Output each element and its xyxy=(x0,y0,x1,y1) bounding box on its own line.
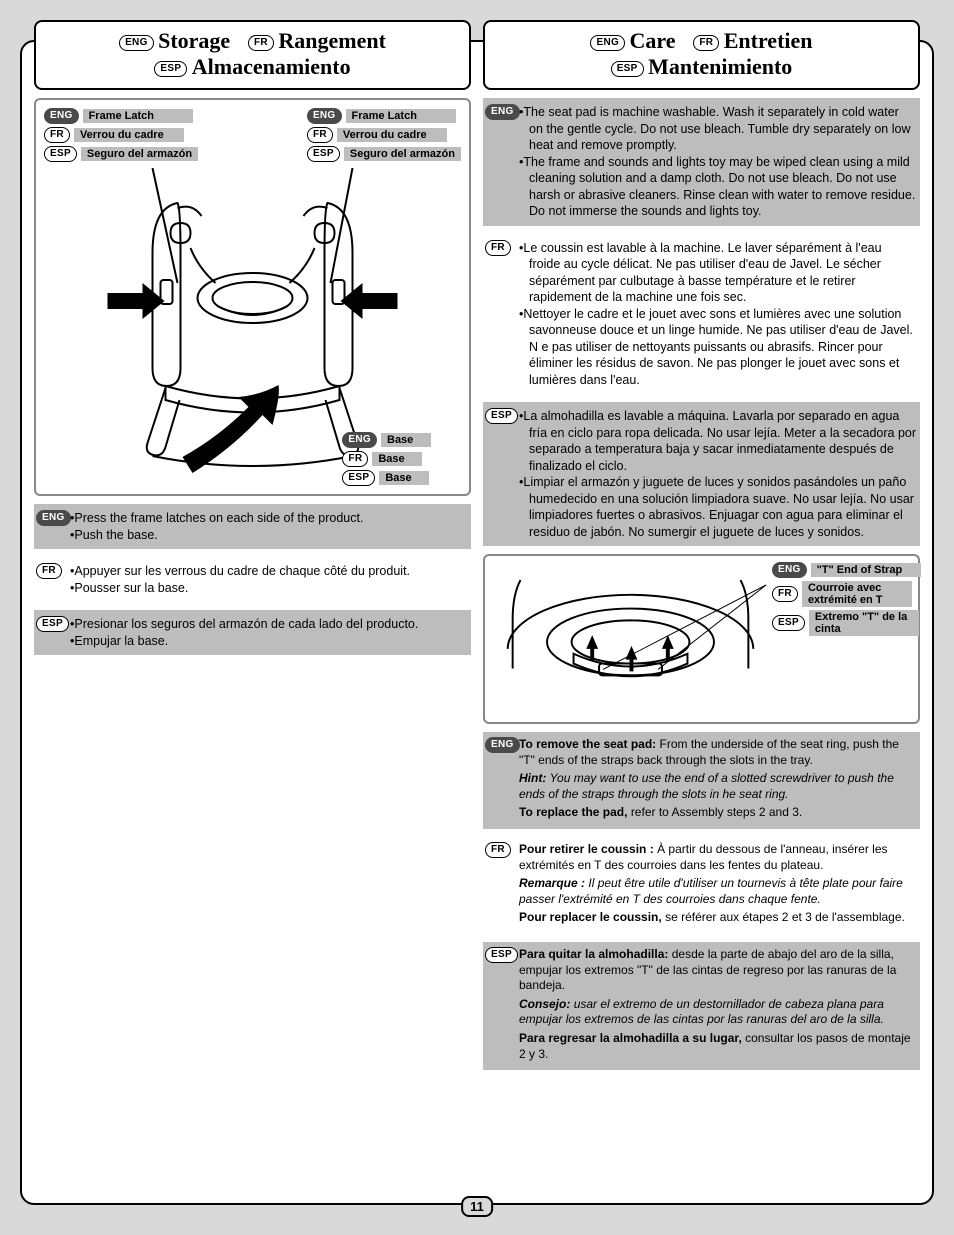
lang-pill-esp: ESP xyxy=(611,61,644,77)
care-text: The seat pad is machine washable. Wash i… xyxy=(519,104,916,154)
replace-lead: Para regresar la almohadilla a su lugar, xyxy=(519,1031,742,1045)
replace-lead: Pour replacer le coussin, xyxy=(519,910,662,924)
callout-label: Frame Latch xyxy=(83,109,193,123)
replace-body: refer to Assembly steps 2 and 3. xyxy=(631,805,802,819)
lang-pill-fr: FR xyxy=(485,842,511,858)
remove-pad-esp: ESP Para quitar la almohadilla: desde la… xyxy=(483,942,920,1070)
care-text: Le coussin est lavable à la machine. Le … xyxy=(519,240,916,306)
care-fr: FR Le coussin est lavable à la machine. … xyxy=(483,234,920,395)
remove-pad-eng: ENG To remove the seat pad: From the und… xyxy=(483,732,920,829)
lang-pill-esp: ESP xyxy=(772,615,805,631)
callout-label: Seguro del armazón xyxy=(81,147,198,161)
instr-text: Press the frame latches on each side of … xyxy=(70,510,363,527)
hint-label: Hint: xyxy=(519,771,546,785)
callout-label: Courroie avec extrémité en T xyxy=(802,581,912,607)
hint-label: Remarque : xyxy=(519,876,585,890)
page-frame: ENG Storage FR Rangement ESP Almacenamie… xyxy=(20,40,934,1205)
lang-pill-esp: ESP xyxy=(342,470,375,486)
seat-ring-underside-drawing xyxy=(493,564,768,714)
heading-esp: Mantenimiento xyxy=(648,54,792,79)
lang-pill-eng: ENG xyxy=(590,35,625,51)
heading-fr: Rangement xyxy=(278,28,386,53)
lang-pill-esp: ESP xyxy=(485,947,518,963)
replace-lead: To replace the pad, xyxy=(519,805,627,819)
storage-heading-box: ENG Storage FR Rangement ESP Almacenamie… xyxy=(34,20,471,90)
lang-pill-eng: ENG xyxy=(44,108,79,124)
care-text: Limpiar el armazón y juguete de luces y … xyxy=(519,474,916,540)
lang-pill-eng: ENG xyxy=(307,108,342,124)
lang-pill-eng: ENG xyxy=(36,510,71,526)
columns: ENG Storage FR Rangement ESP Almacenamie… xyxy=(34,54,920,1191)
instr-text: Presionar los seguros del armazón de cad… xyxy=(70,616,418,633)
callout-label: Seguro del armazón xyxy=(344,147,461,161)
lang-pill-eng: ENG xyxy=(485,737,520,753)
lang-pill-fr: FR xyxy=(36,563,62,579)
frame-latch-callout-left: ENG Frame Latch FR Verrou du cadre ESP Segu… xyxy=(44,108,198,162)
callout-label: Base xyxy=(379,471,429,485)
care-text: Nettoyer le cadre et le jouet avec sons … xyxy=(519,306,916,389)
t-end-illustration-box: ENG "T" End of Strap FRCourroie avec extr… xyxy=(483,554,920,724)
lang-pill-eng: ENG xyxy=(119,35,154,51)
lang-pill-fr: FR xyxy=(772,586,798,602)
instr-text: Empujar la base. xyxy=(70,633,418,650)
lead-text: Para quitar la almohadilla: xyxy=(519,947,668,961)
callout-label: "T" End of Strap xyxy=(811,563,921,577)
base-callout: ENG Base FR Base ESP Base xyxy=(44,432,461,486)
care-text: The frame and sounds and lights toy may … xyxy=(519,154,916,220)
hint-text: You may want to use the end of a slotted… xyxy=(519,771,894,801)
remove-pad-fr: FR Pour retirer le coussin : À partir du… xyxy=(483,837,920,934)
lead-text: Pour retirer le coussin : xyxy=(519,842,654,856)
care-heading-box: ENG Care FR Entretien ESP Mantenimiento xyxy=(483,20,920,90)
lang-pill-fr: FR xyxy=(44,127,70,143)
right-column: ENG Care FR Entretien ESP Mantenimiento … xyxy=(483,54,920,1191)
replace-body: se référer aux étapes 2 et 3 de l'assemb… xyxy=(665,910,905,924)
instr-text: Pousser sur la base. xyxy=(70,580,410,597)
page-number: 11 xyxy=(461,1196,493,1217)
lang-pill-esp: ESP xyxy=(307,146,340,162)
instr-text: Appuyer sur les verrous du cadre de chaq… xyxy=(70,563,410,580)
instr-text: Push the base. xyxy=(70,527,363,544)
care-eng: ENG The seat pad is machine washable. Wa… xyxy=(483,98,920,226)
heading-esp: Almacenamiento xyxy=(192,54,351,79)
callout-label: Verrou du cadre xyxy=(337,128,447,142)
callout-label: Base xyxy=(372,452,422,466)
lead-text: To remove the seat pad: xyxy=(519,737,656,751)
lang-pill-esp: ESP xyxy=(44,146,77,162)
care-text: La almohadilla es lavable a máquina. Lav… xyxy=(519,408,916,474)
storage-instr-esp: ESP Presionar los seguros del armazón de… xyxy=(34,610,471,655)
lang-pill-fr: FR xyxy=(342,451,368,467)
heading-eng: Care xyxy=(630,28,676,53)
lang-pill-esp: ESP xyxy=(154,61,187,77)
lang-pill-eng: ENG xyxy=(485,104,520,120)
lang-pill-eng: ENG xyxy=(772,562,807,578)
lang-pill-esp: ESP xyxy=(485,408,518,424)
lang-pill-fr: FR xyxy=(693,35,719,51)
lang-pill-eng: ENG xyxy=(342,432,377,448)
callout-label: Frame Latch xyxy=(346,109,456,123)
t-end-callout: ENG"T" End of Strap FRCourroie avec extr… xyxy=(772,562,912,636)
lang-pill-esp: ESP xyxy=(36,616,69,632)
heading-fr: Entretien xyxy=(724,28,813,53)
callout-label: Base xyxy=(381,433,431,447)
lang-pill-fr: FR xyxy=(307,127,333,143)
hint-label: Consejo: xyxy=(519,997,570,1011)
hint-text: usar el extremo de un destornillador de … xyxy=(519,997,884,1027)
storage-instr-eng: ENG Press the frame latches on each side… xyxy=(34,504,471,549)
storage-illustration-box: ENG Frame Latch FR Verrou du cadre ESP Segu… xyxy=(34,98,471,496)
frame-latch-callout-right: ENG Frame Latch FR Verrou du cadre ESP Segu… xyxy=(307,108,461,162)
care-esp: ESP La almohadilla es lavable a máquina.… xyxy=(483,402,920,546)
lang-pill-fr: FR xyxy=(485,240,511,256)
callout-label: Verrou du cadre xyxy=(74,128,184,142)
callout-label: Extremo "T" de la cinta xyxy=(809,610,919,636)
left-column: ENG Storage FR Rangement ESP Almacenamie… xyxy=(34,54,471,1191)
storage-instr-fr: FR Appuyer sur les verrous du cadre de c… xyxy=(34,557,471,602)
lang-pill-fr: FR xyxy=(248,35,274,51)
heading-eng: Storage xyxy=(158,28,230,53)
